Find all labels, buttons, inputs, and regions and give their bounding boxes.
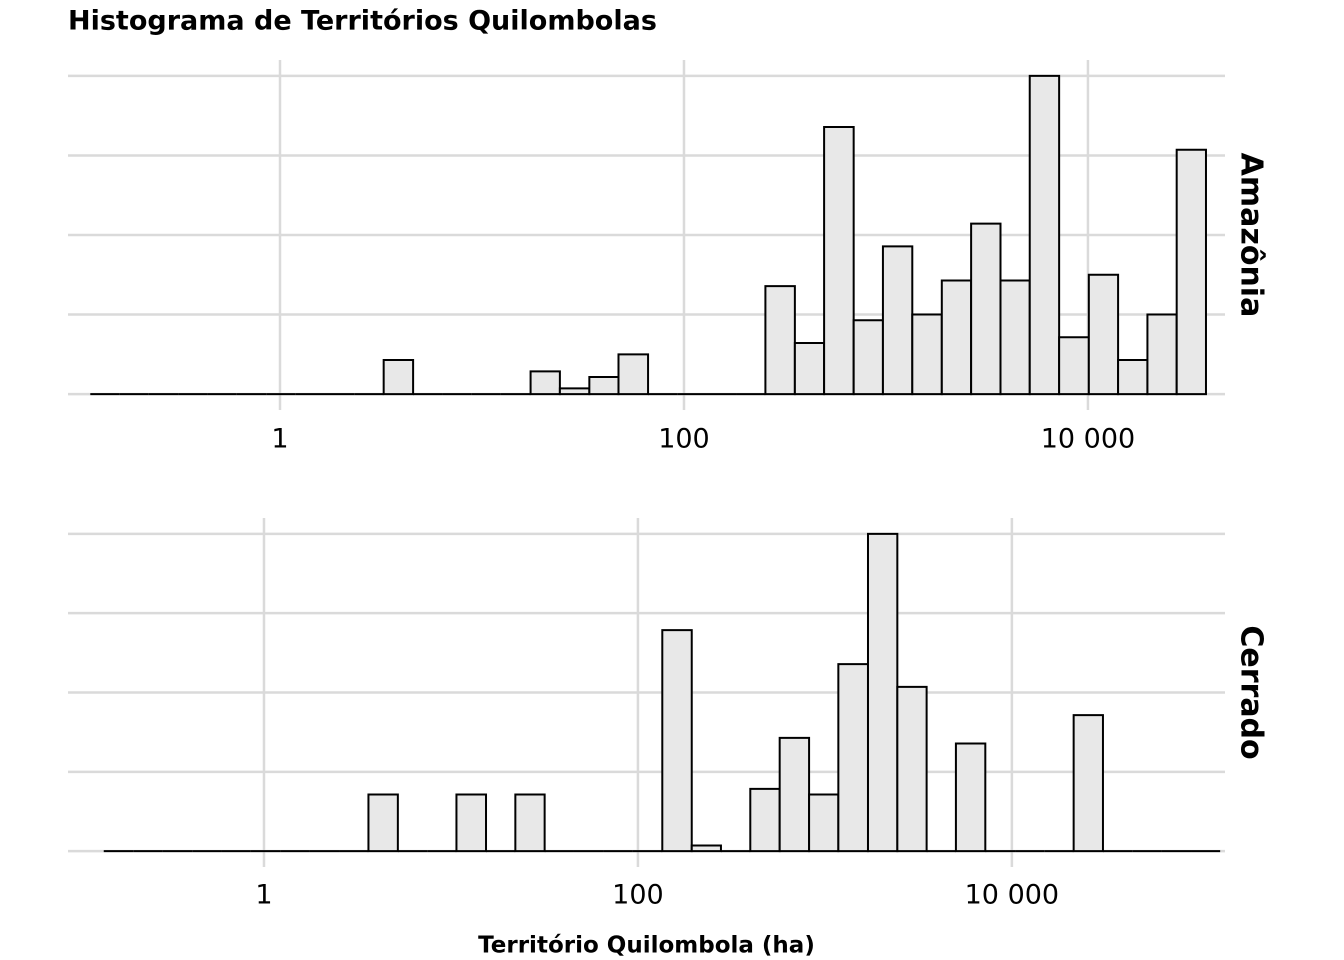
bar bbox=[1058, 336, 1090, 396]
bar bbox=[1087, 273, 1120, 396]
chart-title: Histograma de Territórios Quilombolas bbox=[68, 6, 657, 37]
bar bbox=[455, 793, 488, 853]
bar bbox=[837, 663, 869, 853]
bar bbox=[529, 370, 561, 396]
x-tick-label: 1 bbox=[271, 424, 288, 455]
bar bbox=[1028, 74, 1061, 396]
bar bbox=[382, 359, 415, 396]
bar bbox=[866, 532, 899, 853]
bar bbox=[954, 742, 987, 853]
facet-label: Amazônia bbox=[1234, 153, 1269, 318]
x-tick-label: 100 bbox=[658, 424, 710, 455]
x-tick-label: 10 000 bbox=[1041, 424, 1135, 455]
bar bbox=[896, 685, 928, 853]
bar bbox=[778, 736, 811, 853]
bar bbox=[514, 793, 546, 853]
x-tick-label: 10 000 bbox=[965, 880, 1059, 911]
facet-label: Cerrado bbox=[1234, 625, 1269, 759]
x-tick-label: 1 bbox=[255, 880, 272, 911]
bar bbox=[808, 793, 840, 853]
bar bbox=[940, 279, 973, 396]
bar bbox=[558, 387, 591, 396]
bar bbox=[367, 793, 399, 853]
bar bbox=[1072, 714, 1104, 853]
bar bbox=[1117, 359, 1149, 396]
bar bbox=[617, 353, 650, 396]
bar bbox=[588, 376, 620, 396]
bar bbox=[749, 787, 781, 853]
bar bbox=[999, 279, 1031, 396]
bar bbox=[970, 222, 1002, 396]
bar bbox=[911, 313, 943, 396]
bar bbox=[764, 285, 796, 396]
bar bbox=[881, 245, 914, 396]
bar bbox=[793, 341, 826, 396]
bar bbox=[823, 126, 855, 396]
bar bbox=[1146, 313, 1178, 396]
x-axis-title: Território Quilombola (ha) bbox=[478, 933, 815, 959]
bar bbox=[690, 844, 722, 853]
bar bbox=[852, 319, 884, 396]
bar bbox=[661, 629, 693, 853]
bar bbox=[1175, 148, 1207, 396]
x-tick-label: 100 bbox=[612, 880, 664, 911]
